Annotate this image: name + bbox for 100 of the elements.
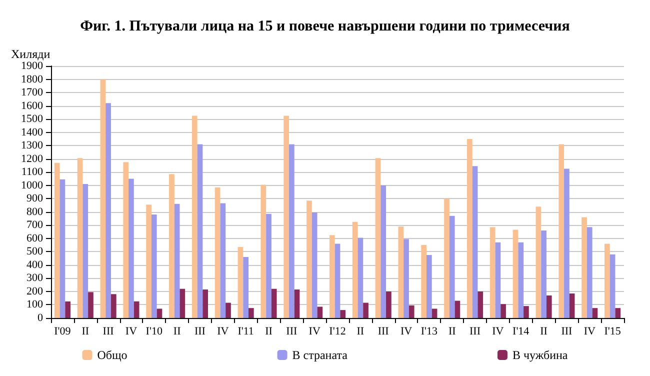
bar	[77, 158, 83, 318]
bar	[582, 217, 587, 318]
x-tick-label: IV	[125, 326, 138, 338]
x-tick-label: IV	[584, 326, 596, 338]
bar	[266, 214, 272, 318]
x-tick-label: IV	[308, 326, 320, 338]
bar	[317, 306, 323, 318]
bar	[156, 308, 162, 318]
bar	[380, 185, 386, 318]
bar	[271, 288, 277, 318]
bar	[329, 235, 335, 318]
bar	[65, 301, 70, 318]
bar	[536, 206, 542, 318]
bar	[169, 174, 174, 318]
bar	[214, 187, 220, 318]
x-tick-label: III	[470, 326, 481, 338]
y-tick-label: 200	[26, 285, 44, 298]
bar	[294, 289, 300, 318]
x-tick-label: III	[102, 326, 114, 338]
x-tick-label: II	[356, 326, 364, 338]
x-tick-label: IV	[217, 326, 229, 338]
legend-label: В страната	[292, 348, 348, 362]
bar	[340, 310, 346, 318]
bar	[202, 289, 208, 318]
bar	[512, 230, 518, 318]
bar	[192, 116, 198, 318]
y-tick-label: 400	[26, 258, 44, 271]
bar	[60, 179, 66, 318]
x-tick-label: I'10	[146, 326, 163, 338]
bar	[220, 203, 226, 318]
legend-label: Общо	[97, 348, 128, 362]
bar	[238, 247, 244, 318]
y-tick-label: 100	[26, 298, 44, 311]
bar	[586, 227, 592, 318]
bar	[106, 103, 111, 318]
bar	[284, 116, 289, 318]
x-tick-label: II	[540, 326, 548, 338]
bar	[352, 222, 358, 318]
x-tick-label: I'12	[329, 326, 346, 338]
bar	[604, 244, 610, 318]
x-tick-label: I'09	[54, 326, 72, 338]
y-tick-label: 1400	[21, 126, 44, 138]
bar	[123, 162, 129, 318]
x-tick-label: I'11	[238, 326, 254, 338]
bar	[226, 302, 231, 318]
bar	[478, 291, 484, 318]
bar	[306, 200, 312, 318]
x-tick-label: I'15	[604, 326, 622, 338]
x-tick-label: III	[286, 326, 298, 338]
x-tick-label: IV	[400, 326, 412, 338]
bar	[467, 138, 472, 318]
bar	[500, 304, 506, 318]
bar	[248, 308, 254, 318]
y-tick-label: 1900	[21, 60, 44, 72]
y-tick-label: 700	[26, 219, 44, 232]
bar	[449, 216, 455, 318]
y-tick-label: 300	[26, 272, 44, 284]
bar	[128, 178, 134, 318]
bar	[558, 144, 564, 318]
bar	[404, 239, 409, 318]
y-tick-label: 1800	[21, 73, 44, 86]
bar	[151, 214, 157, 318]
bar	[375, 158, 381, 318]
y-tick-label: 1000	[21, 179, 44, 192]
x-tick-label: I'14	[512, 326, 530, 338]
bar	[100, 79, 106, 318]
bar	[524, 306, 529, 318]
bar	[260, 184, 266, 318]
x-tick-label: II	[173, 326, 182, 338]
y-tick-label: 1500	[21, 113, 44, 126]
x-tick-label: IV	[492, 326, 504, 338]
bar	[386, 291, 392, 318]
bar	[110, 294, 116, 318]
bar	[564, 168, 570, 318]
bar	[472, 166, 478, 318]
bar	[312, 212, 318, 318]
bar	[454, 300, 460, 318]
y-tick-label: 1600	[21, 100, 44, 112]
bar	[334, 244, 340, 318]
y-tick-label: 800	[26, 206, 44, 218]
y-tick-label: 1700	[21, 86, 44, 99]
y-tick-label: 1300	[21, 140, 44, 152]
bar	[490, 227, 496, 318]
bar	[615, 308, 621, 318]
bar	[398, 226, 404, 318]
bar	[610, 254, 616, 318]
bar	[54, 162, 60, 318]
bar	[243, 256, 248, 318]
x-tick-label: III	[194, 326, 206, 338]
x-tick-label: III	[561, 326, 573, 338]
bar	[408, 305, 414, 318]
y-axis-title: Хиляди	[11, 47, 51, 61]
bar	[134, 301, 140, 318]
y-tick-label: 1200	[21, 152, 44, 165]
bar	[592, 308, 598, 318]
bar	[444, 198, 450, 318]
bar	[146, 204, 152, 318]
bar	[432, 308, 438, 318]
bar	[288, 144, 294, 318]
bar	[180, 288, 186, 318]
